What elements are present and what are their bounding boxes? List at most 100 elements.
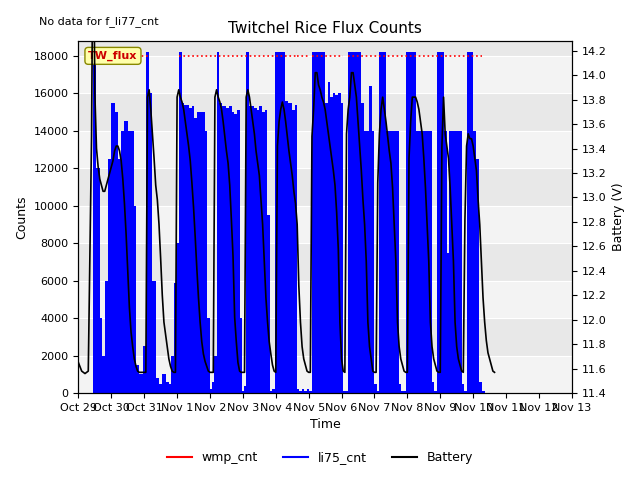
- Bar: [184, 105, 187, 393]
- Bar: [79, 206, 572, 243]
- Legend: wmp_cnt, li75_cnt, Battery: wmp_cnt, li75_cnt, Battery: [162, 446, 478, 469]
- Bar: [476, 159, 479, 393]
- Bar: [79, 356, 572, 393]
- Bar: [312, 52, 316, 393]
- Bar: [372, 131, 374, 393]
- Bar: [108, 159, 111, 393]
- Bar: [207, 318, 210, 393]
- X-axis label: Time: Time: [310, 419, 340, 432]
- Bar: [440, 52, 444, 393]
- Bar: [362, 103, 364, 393]
- Bar: [200, 112, 202, 393]
- Bar: [171, 356, 174, 393]
- Bar: [242, 391, 244, 393]
- Bar: [146, 52, 149, 393]
- Bar: [447, 252, 449, 393]
- Bar: [169, 384, 171, 393]
- Bar: [335, 95, 338, 393]
- Bar: [176, 243, 179, 393]
- Bar: [152, 281, 156, 393]
- Bar: [377, 391, 380, 393]
- Bar: [338, 93, 340, 393]
- Bar: [432, 382, 435, 393]
- Bar: [239, 318, 242, 393]
- Bar: [346, 391, 348, 393]
- Bar: [353, 52, 356, 393]
- Bar: [410, 52, 413, 393]
- Bar: [259, 107, 262, 393]
- Bar: [452, 131, 456, 393]
- Bar: [216, 52, 219, 393]
- Bar: [285, 101, 288, 393]
- Bar: [302, 389, 305, 393]
- Bar: [163, 374, 166, 393]
- Bar: [149, 93, 152, 393]
- Bar: [464, 391, 467, 393]
- Bar: [401, 391, 404, 393]
- Bar: [124, 121, 128, 393]
- Bar: [156, 378, 159, 393]
- Bar: [399, 384, 401, 393]
- Title: Twitchel Rice Flux Counts: Twitchel Rice Flux Counts: [228, 21, 422, 36]
- Bar: [121, 131, 124, 393]
- Bar: [100, 318, 102, 393]
- Bar: [246, 52, 249, 393]
- Bar: [416, 131, 420, 393]
- Bar: [210, 389, 212, 393]
- Bar: [93, 52, 97, 393]
- Bar: [174, 283, 176, 393]
- Bar: [295, 105, 297, 393]
- Bar: [227, 108, 229, 393]
- Bar: [221, 107, 224, 393]
- Bar: [348, 52, 351, 393]
- Bar: [128, 131, 131, 393]
- Bar: [330, 97, 333, 393]
- Bar: [288, 103, 292, 393]
- Bar: [449, 131, 452, 393]
- Bar: [257, 110, 259, 393]
- Bar: [470, 52, 473, 393]
- Bar: [244, 385, 246, 393]
- Bar: [404, 391, 406, 393]
- Bar: [297, 389, 300, 393]
- Bar: [229, 107, 232, 393]
- Bar: [383, 52, 386, 393]
- Bar: [79, 131, 572, 168]
- Bar: [268, 215, 270, 393]
- Bar: [202, 112, 205, 393]
- Bar: [333, 93, 335, 393]
- Y-axis label: Battery (V): Battery (V): [612, 183, 625, 252]
- Bar: [413, 52, 416, 393]
- Bar: [79, 56, 572, 93]
- Bar: [234, 114, 237, 393]
- Bar: [429, 131, 432, 393]
- Bar: [374, 384, 377, 393]
- Bar: [140, 374, 143, 393]
- Bar: [270, 391, 273, 393]
- Bar: [166, 382, 169, 393]
- Bar: [79, 281, 572, 318]
- Bar: [462, 384, 464, 393]
- Bar: [307, 389, 309, 393]
- Bar: [197, 112, 200, 393]
- Bar: [275, 52, 278, 393]
- Bar: [309, 391, 312, 393]
- Bar: [212, 382, 214, 393]
- Bar: [358, 52, 362, 393]
- Text: No data for f_li77_cnt: No data for f_li77_cnt: [39, 16, 159, 27]
- Bar: [194, 118, 197, 393]
- Bar: [392, 131, 396, 393]
- Bar: [249, 107, 252, 393]
- Bar: [254, 108, 257, 393]
- Bar: [273, 389, 275, 393]
- Bar: [224, 107, 227, 393]
- Bar: [389, 131, 392, 393]
- Bar: [467, 52, 470, 393]
- Bar: [115, 112, 118, 393]
- Bar: [189, 108, 191, 393]
- Bar: [423, 131, 426, 393]
- Bar: [305, 391, 307, 393]
- Bar: [420, 131, 423, 393]
- Bar: [426, 131, 429, 393]
- Bar: [252, 107, 254, 393]
